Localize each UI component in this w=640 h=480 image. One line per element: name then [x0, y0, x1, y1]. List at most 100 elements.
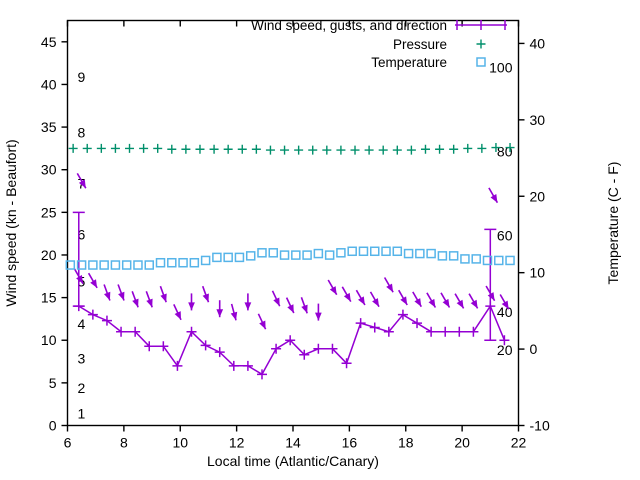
temperature-marker [178, 257, 188, 268]
x-tick-label: 10 [172, 435, 188, 451]
temperature-marker [505, 255, 515, 266]
pressure-marker [195, 144, 205, 154]
temperature-marker [369, 246, 380, 257]
pressure-marker [181, 144, 191, 154]
wind-direction-arrow [103, 284, 111, 301]
pressure-marker [265, 145, 275, 155]
y2-tick-label: -10 [530, 418, 550, 434]
temperature-marker [358, 246, 369, 257]
y2-tick-label: 0 [530, 341, 538, 357]
temperature-marker [392, 246, 403, 257]
pressure-marker [223, 144, 233, 154]
wind-direction-arrow [398, 289, 408, 306]
pressure-marker [406, 145, 416, 155]
fahrenheit-label-20: 20 [497, 342, 513, 358]
temperature-marker [448, 251, 459, 261]
y2-axis-title: Temperature (C - F) [605, 162, 621, 285]
pressure-marker [463, 143, 473, 153]
fahrenheit-label-60: 60 [497, 227, 513, 243]
beaufort-label-3: 3 [78, 350, 86, 366]
y-tick-label: 30 [41, 162, 57, 178]
temperature-marker [403, 248, 414, 259]
temperature-marker [234, 252, 245, 263]
temperature-marker [381, 246, 391, 257]
wind-direction-arrow [173, 304, 182, 321]
pressure-marker [364, 145, 374, 155]
legend-label-0: Wind speed, gusts, and direction [251, 18, 447, 33]
wind-direction-arrow [488, 187, 499, 204]
temperature-marker [336, 248, 346, 258]
temperature-marker [313, 248, 324, 259]
pressure-marker [110, 143, 120, 153]
pressure-marker [322, 145, 332, 155]
wind-speed-marker [186, 326, 197, 337]
temperature-marker [133, 260, 143, 270]
pressure-marker [294, 145, 304, 155]
temperature-marker [189, 257, 200, 268]
wind-speed-marker [327, 343, 338, 354]
x-tick-label: 18 [398, 435, 414, 451]
temperature-marker [223, 252, 233, 263]
wind-direction-arrow [468, 293, 479, 309]
y-tick-label: 10 [41, 332, 57, 348]
x-tick-label: 14 [285, 435, 301, 451]
y-tick-label: 25 [41, 204, 57, 220]
pressure-marker [125, 143, 135, 153]
gust-errorbar [72, 211, 85, 307]
wind-direction-arrow [499, 294, 510, 310]
fahrenheit-label-100: 100 [489, 59, 513, 75]
y-tick-label: 5 [49, 375, 57, 391]
wind-speed-marker [214, 347, 225, 358]
temperature-marker [279, 250, 290, 260]
pressure-marker [378, 145, 388, 155]
y-tick-label: 0 [49, 418, 57, 434]
temperature-marker [167, 257, 177, 268]
wind-direction-arrow [426, 292, 437, 308]
wind-direction-arrow [244, 293, 252, 311]
wind-direction-arrow [454, 293, 465, 309]
pressure-marker [251, 144, 261, 154]
temperature-marker [494, 255, 504, 266]
wind-direction-arrow [216, 300, 224, 318]
legend-swatch-pressure [476, 39, 486, 49]
pressure-marker [308, 145, 318, 155]
pressure-marker [68, 143, 78, 153]
legend-label-1: Pressure [393, 37, 447, 52]
wind-speed-marker [242, 360, 253, 371]
x-tick-label: 8 [120, 435, 128, 451]
gust-errorbar [484, 228, 497, 341]
wind-direction-arrow [271, 290, 281, 307]
temperature-marker [415, 248, 425, 259]
wind-speed-marker [116, 326, 127, 337]
temperature-marker [324, 250, 335, 260]
temperature-marker [121, 260, 132, 270]
pressure-marker [435, 144, 445, 154]
x-tick-label: 6 [64, 435, 72, 451]
wind-speed-marker [130, 326, 141, 337]
wind-speed-marker [440, 326, 451, 337]
wind-speed-marker [172, 360, 183, 371]
wind-speed-marker [369, 322, 380, 333]
wind-speed-marker [412, 318, 423, 329]
temperature-marker [212, 252, 222, 263]
y2-tick-label: 40 [530, 35, 546, 51]
temperature-marker [200, 255, 211, 266]
pressure-marker [96, 143, 106, 153]
x-tick-label: 16 [342, 435, 358, 451]
legend-swatch-temperature [476, 57, 486, 67]
pressure-marker [336, 145, 346, 155]
temperature-marker [65, 260, 76, 270]
temperature-marker [76, 260, 87, 270]
wind-speed-marker [454, 326, 465, 337]
wind-direction-arrow [285, 297, 295, 314]
wind-speed-marker [144, 341, 155, 352]
pressure-marker [491, 143, 501, 153]
temperature-marker [99, 260, 109, 270]
wind-speed-marker [383, 326, 394, 337]
wind-speed-marker [341, 358, 352, 369]
x-tick-label: 20 [454, 435, 470, 451]
x-axis-title: Local time (Atlantic/Canary) [207, 453, 379, 469]
wind-direction-arrow [300, 297, 308, 314]
pressure-marker [420, 144, 430, 154]
